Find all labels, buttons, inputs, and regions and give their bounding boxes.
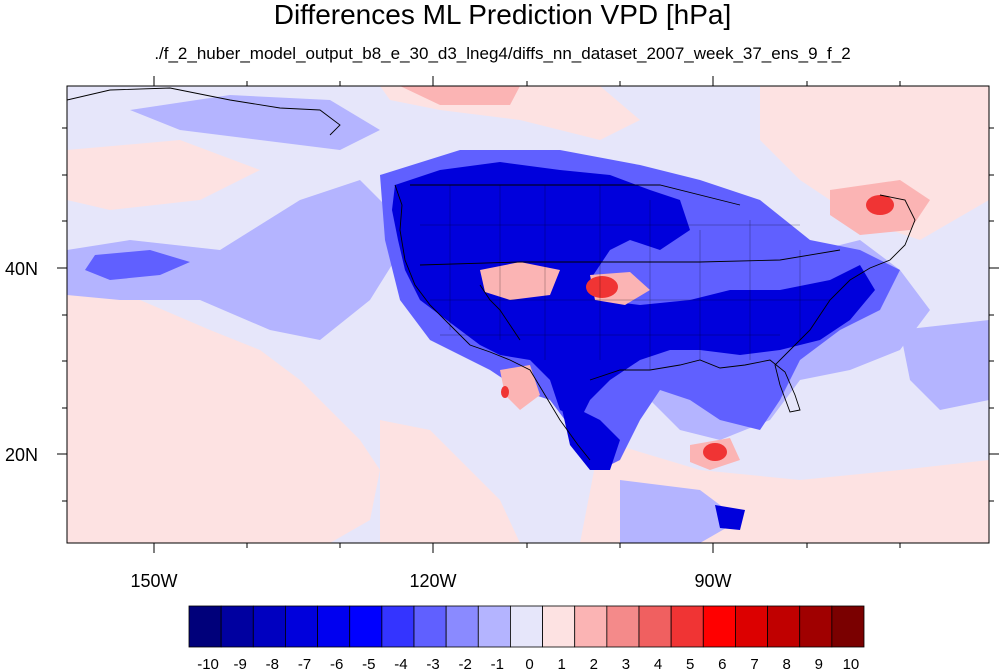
colorbar-swatch (574, 605, 608, 648)
colorbar-swatch (606, 605, 640, 648)
x-tick-label-150w: 150W (130, 571, 177, 591)
colorbar-label: 8 (782, 656, 790, 672)
colorbar-swatch (381, 605, 415, 648)
colorbar-swatch (670, 605, 704, 648)
colorbar-swatch (252, 605, 286, 648)
colorbar-label: 1 (557, 656, 565, 672)
x-tick-label-120w: 120W (409, 571, 456, 591)
colorbar-label: -2 (459, 656, 472, 672)
map-subtitle: ./f_2_huber_model_output_b8_e_30_d3_lneg… (154, 44, 851, 63)
colorbar-label: -8 (266, 656, 279, 672)
colorbar-label: -6 (330, 656, 343, 672)
colorbar-label: -7 (298, 656, 311, 672)
colorbar-label: -3 (426, 656, 439, 672)
colorbar-label: -10 (197, 656, 219, 672)
colorbar-swatch (445, 605, 479, 648)
colorbar-swatch (413, 605, 447, 648)
x-tick-label-90w: 90W (694, 571, 731, 591)
colorbar-swatch (638, 605, 672, 648)
colorbar-label: 10 (843, 656, 860, 672)
colorbar-label: 9 (815, 656, 823, 672)
x-axis-ticks (153, 76, 901, 553)
strong-positive-areas (501, 195, 894, 461)
difference-field (67, 86, 989, 543)
y-tick-label-40n: 40N (5, 259, 38, 279)
colorbar: -10 -9 -8 -7 -6 -5 -4 -3 -2 -1 0 1 2 3 4 5 6 7 8 9 10 (188, 605, 865, 672)
strong-negative-areas (392, 162, 875, 530)
colorbar-swatch (188, 605, 222, 648)
colorbar-swatch (542, 605, 576, 648)
colorbar-label: -5 (362, 656, 375, 672)
colorbar-swatch (317, 605, 351, 648)
colorbar-label: 5 (686, 656, 694, 672)
colorbar-swatch (477, 605, 511, 648)
colorbar-label: -4 (394, 656, 407, 672)
state-borders (420, 185, 830, 370)
colorbar-swatch (702, 605, 736, 648)
colorbar-swatch (767, 605, 801, 648)
y-axis-ticks (57, 127, 999, 502)
colorbar-swatch (220, 605, 254, 648)
colorbar-label: 7 (750, 656, 758, 672)
colorbar-swatch (799, 605, 833, 648)
colorbar-swatch (510, 605, 543, 648)
colorbar-swatch (285, 605, 318, 648)
colorbar-swatch (735, 605, 768, 648)
colorbar-swatch (831, 605, 865, 648)
colorbar-label: 2 (590, 656, 598, 672)
colorbar-label: 0 (525, 656, 533, 672)
colorbar-label: 6 (718, 656, 726, 672)
colorbar-label: -1 (491, 656, 504, 672)
colorbar-swatch (349, 605, 383, 648)
y-tick-label-20n: 20N (5, 445, 38, 465)
map-title: Differences ML Prediction VPD [hPa] (273, 0, 732, 30)
colorbar-label: 4 (654, 656, 662, 672)
colorbar-label: 3 (622, 656, 630, 672)
colorbar-label: -9 (234, 656, 247, 672)
